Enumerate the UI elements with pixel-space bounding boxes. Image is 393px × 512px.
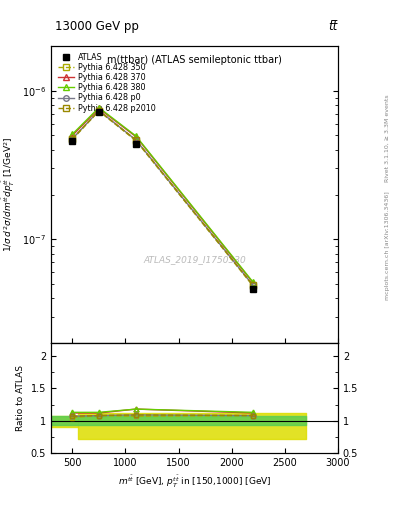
Pythia 6.428 380 bbox=[134, 133, 138, 139]
Text: 13000 GeV pp: 13000 GeV pp bbox=[55, 20, 139, 33]
Text: tt̅: tt̅ bbox=[329, 20, 338, 33]
Pythia 6.428 380 bbox=[97, 104, 101, 111]
Pythia 6.428 p2010 bbox=[134, 137, 138, 143]
ATLAS bbox=[70, 138, 75, 144]
Pythia 6.428 p0 bbox=[134, 137, 138, 143]
Legend: ATLAS, Pythia 6.428 350, Pythia 6.428 370, Pythia 6.428 380, Pythia 6.428 p0, Py: ATLAS, Pythia 6.428 350, Pythia 6.428 37… bbox=[55, 50, 158, 115]
ATLAS bbox=[97, 109, 101, 115]
Pythia 6.428 350 bbox=[70, 136, 75, 142]
Pythia 6.428 370 bbox=[70, 133, 75, 139]
Pythia 6.428 370 bbox=[251, 280, 255, 286]
ATLAS bbox=[134, 141, 138, 147]
Text: m(ttbar) (ATLAS semileptonic ttbar): m(ttbar) (ATLAS semileptonic ttbar) bbox=[107, 55, 282, 65]
Pythia 6.428 p0 bbox=[70, 136, 75, 142]
Text: Rivet 3.1.10, ≥ 3.3M events: Rivet 3.1.10, ≥ 3.3M events bbox=[385, 94, 389, 182]
Line: Pythia 6.428 370: Pythia 6.428 370 bbox=[70, 105, 256, 286]
Y-axis label: Ratio to ATLAS: Ratio to ATLAS bbox=[16, 365, 25, 431]
X-axis label: $m^{t\bar{t}}$ [GeV], $p_T^{t\bar{t}}$ in [150,1000] [GeV]: $m^{t\bar{t}}$ [GeV], $p_T^{t\bar{t}}$ i… bbox=[118, 474, 271, 490]
Pythia 6.428 380 bbox=[251, 279, 255, 285]
Pythia 6.428 380 bbox=[70, 131, 75, 137]
Pythia 6.428 350 bbox=[251, 283, 255, 289]
ATLAS bbox=[251, 286, 255, 292]
Pythia 6.428 350 bbox=[97, 108, 101, 114]
Pythia 6.428 p2010 bbox=[251, 282, 255, 288]
Pythia 6.428 p2010 bbox=[97, 108, 101, 114]
Text: mcplots.cern.ch [arXiv:1306.3436]: mcplots.cern.ch [arXiv:1306.3436] bbox=[385, 191, 389, 300]
Line: Pythia 6.428 380: Pythia 6.428 380 bbox=[70, 105, 256, 285]
Pythia 6.428 350 bbox=[134, 138, 138, 144]
Line: Pythia 6.428 350: Pythia 6.428 350 bbox=[70, 109, 256, 289]
Pythia 6.428 370 bbox=[134, 134, 138, 140]
Text: ATLAS_2019_I1750330: ATLAS_2019_I1750330 bbox=[143, 255, 246, 264]
Line: Pythia 6.428 p2010: Pythia 6.428 p2010 bbox=[70, 108, 256, 288]
Y-axis label: $1/\sigma\,d^2\sigma/dm^{t\bar{t}}dp_T^{t\bar{t}}$ [1/GeV$^2$]: $1/\sigma\,d^2\sigma/dm^{t\bar{t}}dp_T^{… bbox=[0, 137, 17, 252]
Line: Pythia 6.428 p0: Pythia 6.428 p0 bbox=[70, 108, 256, 288]
Pythia 6.428 p2010 bbox=[70, 136, 75, 142]
Pythia 6.428 p0 bbox=[251, 282, 255, 288]
Pythia 6.428 370 bbox=[97, 105, 101, 112]
Line: ATLAS: ATLAS bbox=[69, 109, 257, 293]
Pythia 6.428 p0 bbox=[97, 108, 101, 114]
